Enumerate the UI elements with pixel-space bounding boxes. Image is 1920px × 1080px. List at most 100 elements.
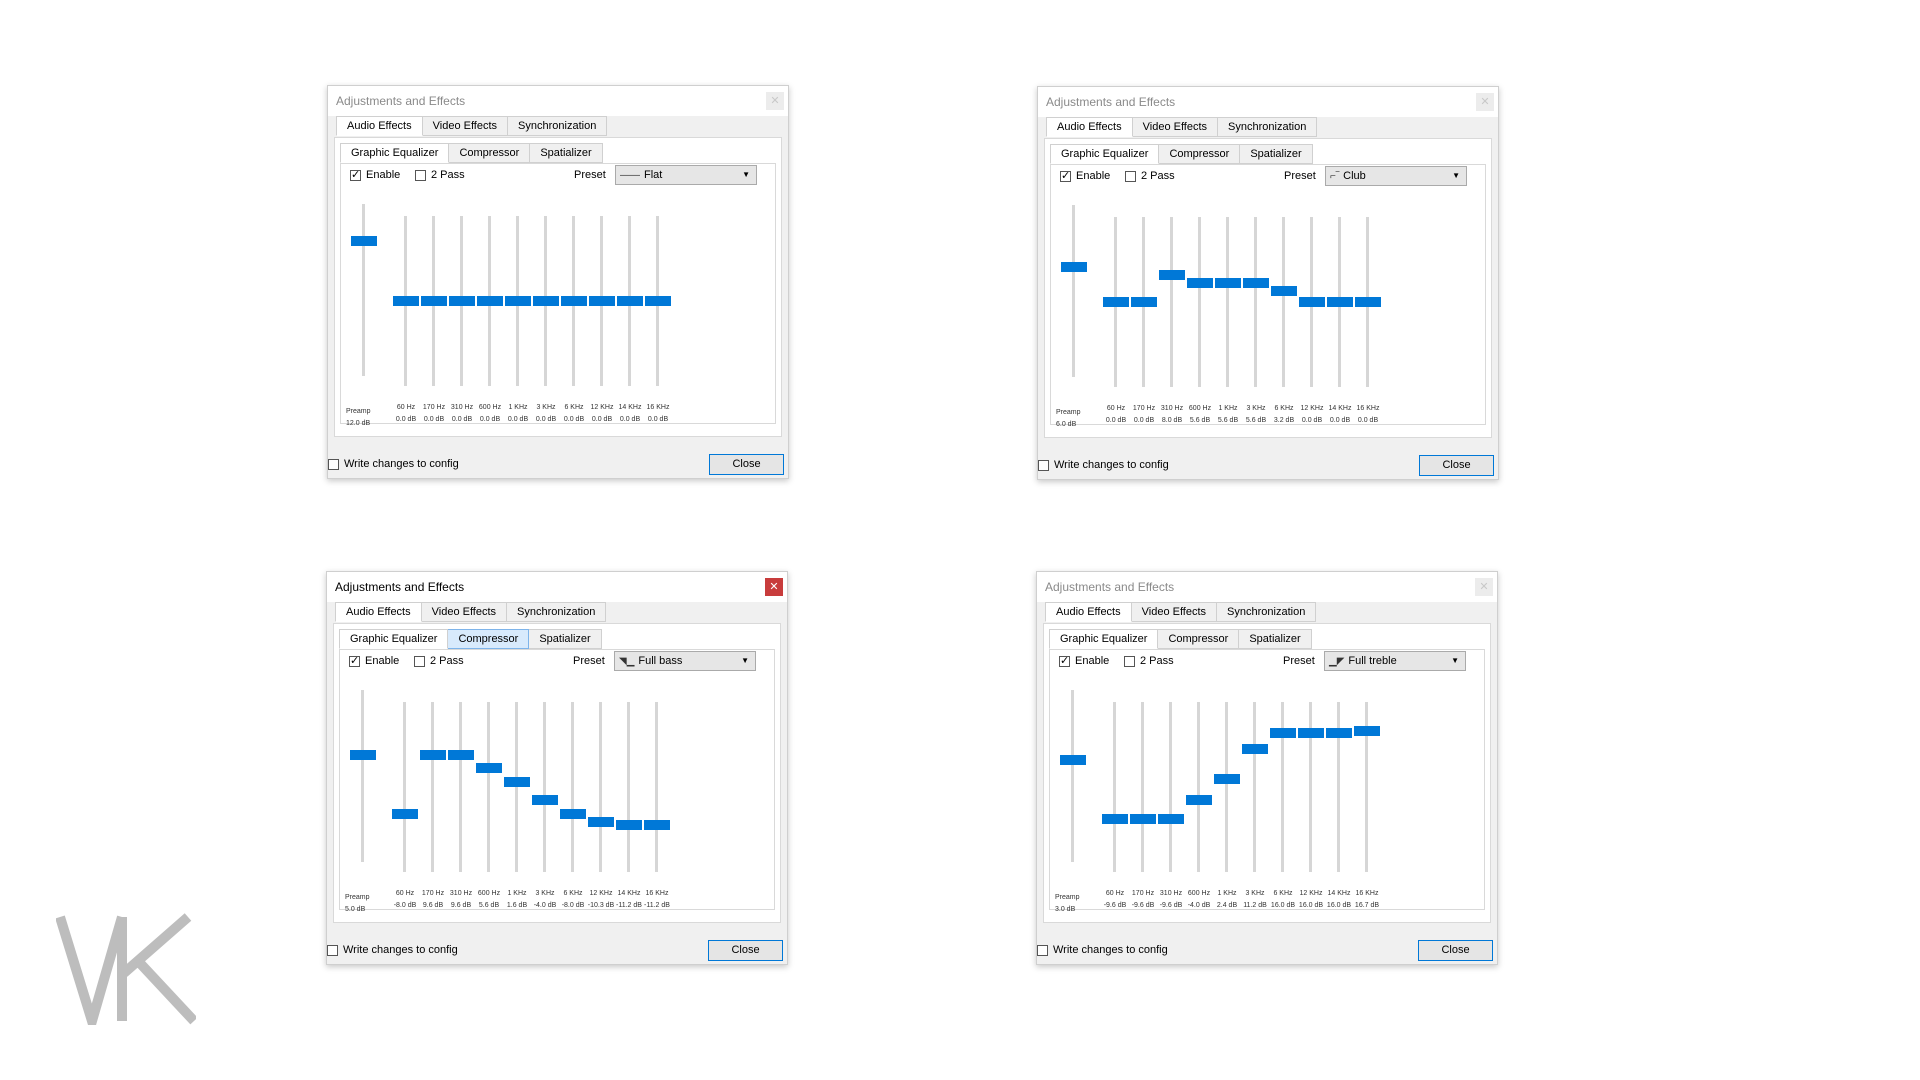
tab-video-effects[interactable]: Video Effects — [1132, 117, 1219, 137]
close-x-icon[interactable]: ✕ — [1475, 578, 1493, 596]
band-slider-8[interactable] — [587, 702, 615, 872]
tab-video-effects[interactable]: Video Effects — [1131, 602, 1218, 622]
write-config-checkbox[interactable] — [328, 458, 339, 470]
band-slider-4[interactable] — [476, 216, 504, 386]
preamp-slider[interactable] — [349, 690, 377, 872]
preamp-slider[interactable] — [1059, 690, 1087, 872]
close-x-icon[interactable]: ✕ — [1476, 93, 1494, 111]
band-slider-6[interactable] — [1242, 217, 1270, 387]
tab-compressor[interactable]: Compressor — [449, 143, 531, 163]
two-pass-checkbox[interactable] — [1124, 655, 1135, 667]
band-slider-8[interactable] — [588, 216, 616, 386]
tab-synchronization[interactable]: Synchronization — [507, 602, 607, 622]
band-slider-6[interactable] — [1241, 702, 1269, 872]
band-slider-2[interactable] — [1129, 702, 1157, 872]
band-slider-10-thumb[interactable] — [1355, 297, 1381, 307]
band-slider-5-thumb[interactable] — [1214, 774, 1240, 784]
tab-audio-effects[interactable]: Audio Effects — [335, 602, 422, 622]
band-slider-9-thumb[interactable] — [616, 820, 642, 831]
band-slider-8-thumb[interactable] — [588, 817, 614, 828]
preamp-slider-thumb[interactable] — [1060, 754, 1086, 765]
band-slider-4[interactable] — [475, 702, 503, 872]
band-slider-4[interactable] — [1186, 217, 1214, 387]
close-button[interactable]: Close — [1419, 455, 1494, 476]
tab-synchronization[interactable]: Synchronization — [1218, 117, 1318, 137]
tab-spatializer[interactable]: Spatializer — [1239, 629, 1312, 649]
preset-dropdown[interactable]: ◥▁ Full bass ▼ — [614, 651, 756, 671]
band-slider-9-thumb[interactable] — [1327, 297, 1353, 307]
preset-dropdown[interactable]: —— Flat ▼ — [615, 165, 757, 185]
band-slider-7[interactable] — [1270, 217, 1298, 387]
write-config-checkbox[interactable] — [1038, 459, 1049, 471]
band-slider-4-thumb[interactable] — [477, 296, 503, 306]
band-slider-7[interactable] — [1269, 702, 1297, 872]
band-slider-9[interactable] — [616, 216, 644, 386]
tab-graphic-equalizer[interactable]: Graphic Equalizer — [340, 143, 450, 163]
close-button[interactable]: Close — [708, 940, 783, 961]
band-slider-3[interactable] — [447, 702, 475, 872]
band-slider-7-thumb[interactable] — [1270, 727, 1296, 738]
band-slider-5-thumb[interactable] — [505, 296, 531, 306]
band-slider-10-thumb[interactable] — [645, 296, 671, 306]
band-slider-7[interactable] — [560, 216, 588, 386]
two-pass-checkbox[interactable] — [414, 655, 425, 667]
band-slider-8-thumb[interactable] — [1298, 727, 1324, 738]
tab-graphic-equalizer[interactable]: Graphic Equalizer — [339, 629, 449, 649]
close-x-icon[interactable]: ✕ — [766, 92, 784, 110]
band-slider-1-thumb[interactable] — [392, 809, 418, 820]
band-slider-5[interactable] — [504, 216, 532, 386]
band-slider-7-thumb[interactable] — [561, 296, 587, 306]
close-x-icon[interactable]: ✕ — [765, 578, 783, 596]
band-slider-10[interactable] — [644, 216, 672, 386]
two-pass-checkbox[interactable] — [1125, 170, 1136, 182]
band-slider-1[interactable] — [1102, 217, 1130, 387]
band-slider-1-thumb[interactable] — [1102, 814, 1128, 824]
preamp-slider-thumb[interactable] — [350, 749, 376, 760]
band-slider-8[interactable] — [1297, 702, 1325, 872]
band-slider-9-thumb[interactable] — [1326, 727, 1352, 738]
band-slider-10[interactable] — [1353, 702, 1381, 872]
band-slider-4[interactable] — [1185, 702, 1213, 872]
band-slider-5[interactable] — [503, 702, 531, 872]
band-slider-1-thumb[interactable] — [393, 296, 419, 306]
band-slider-1[interactable] — [1101, 702, 1129, 872]
band-slider-3-thumb[interactable] — [1158, 814, 1184, 824]
band-slider-4-thumb[interactable] — [476, 762, 502, 773]
band-slider-5-thumb[interactable] — [1215, 277, 1241, 288]
enable-checkbox[interactable] — [1060, 169, 1071, 182]
band-slider-7[interactable] — [559, 702, 587, 872]
preamp-slider[interactable] — [1060, 205, 1088, 387]
band-slider-3-thumb[interactable] — [449, 296, 475, 306]
band-slider-1[interactable] — [392, 216, 420, 386]
band-slider-3[interactable] — [1157, 702, 1185, 872]
band-slider-2-thumb[interactable] — [1131, 297, 1157, 307]
tab-compressor[interactable]: Compressor — [1158, 629, 1240, 649]
band-slider-6[interactable] — [532, 216, 560, 386]
band-slider-2[interactable] — [1130, 217, 1158, 387]
band-slider-1[interactable] — [391, 702, 419, 872]
preset-dropdown[interactable]: ▁◤ Full treble ▼ — [1324, 651, 1466, 671]
band-slider-9[interactable] — [615, 702, 643, 872]
band-slider-2-thumb[interactable] — [421, 296, 447, 306]
band-slider-10-thumb[interactable] — [644, 820, 670, 831]
band-slider-6[interactable] — [531, 702, 559, 872]
band-slider-8-thumb[interactable] — [589, 296, 615, 306]
band-slider-6-thumb[interactable] — [1242, 743, 1268, 754]
band-slider-9[interactable] — [1326, 217, 1354, 387]
tab-compressor[interactable]: Compressor — [1159, 144, 1241, 164]
close-button[interactable]: Close — [709, 454, 784, 475]
band-slider-5[interactable] — [1214, 217, 1242, 387]
tab-audio-effects[interactable]: Audio Effects — [1046, 117, 1133, 137]
tab-synchronization[interactable]: Synchronization — [1217, 602, 1317, 622]
band-slider-2[interactable] — [419, 702, 447, 872]
preamp-slider-thumb[interactable] — [1061, 261, 1087, 272]
tab-video-effects[interactable]: Video Effects — [421, 602, 508, 622]
band-slider-6-thumb[interactable] — [533, 296, 559, 306]
preset-dropdown[interactable]: ⌐‾ Club ▼ — [1325, 166, 1467, 186]
band-slider-7-thumb[interactable] — [1271, 285, 1297, 296]
band-slider-3-thumb[interactable] — [1159, 269, 1185, 280]
band-slider-10[interactable] — [1354, 217, 1382, 387]
band-slider-1-thumb[interactable] — [1103, 297, 1129, 307]
band-slider-6-thumb[interactable] — [1243, 277, 1269, 288]
band-slider-10-thumb[interactable] — [1354, 726, 1380, 736]
